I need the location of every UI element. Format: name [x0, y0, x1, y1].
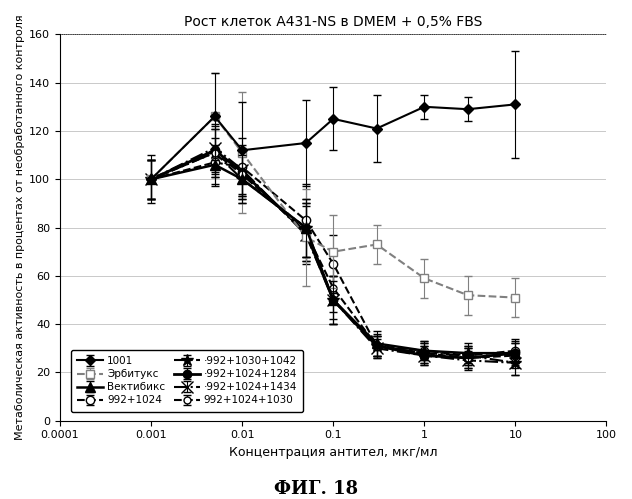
Text: ФИГ. 18: ФИГ. 18: [274, 480, 358, 498]
Title: Рост клеток А431-NS в DMEM + 0,5% FBS: Рост клеток А431-NS в DMEM + 0,5% FBS: [184, 15, 482, 29]
Y-axis label: Метаболическая активность в процентах от необработанного контроля: Метаболическая активность в процентах от…: [15, 15, 25, 440]
X-axis label: Концентрация антител, мкг/мл: Концентрация антител, мкг/мл: [229, 446, 437, 459]
Legend: 1001, Эрбитукс, Вектибикс, 992+1024, ·992+1030+1042, ·992+1024+1284, ·992+1024+1: 1001, Эрбитукс, Вектибикс, 992+1024, ·99…: [71, 350, 303, 412]
